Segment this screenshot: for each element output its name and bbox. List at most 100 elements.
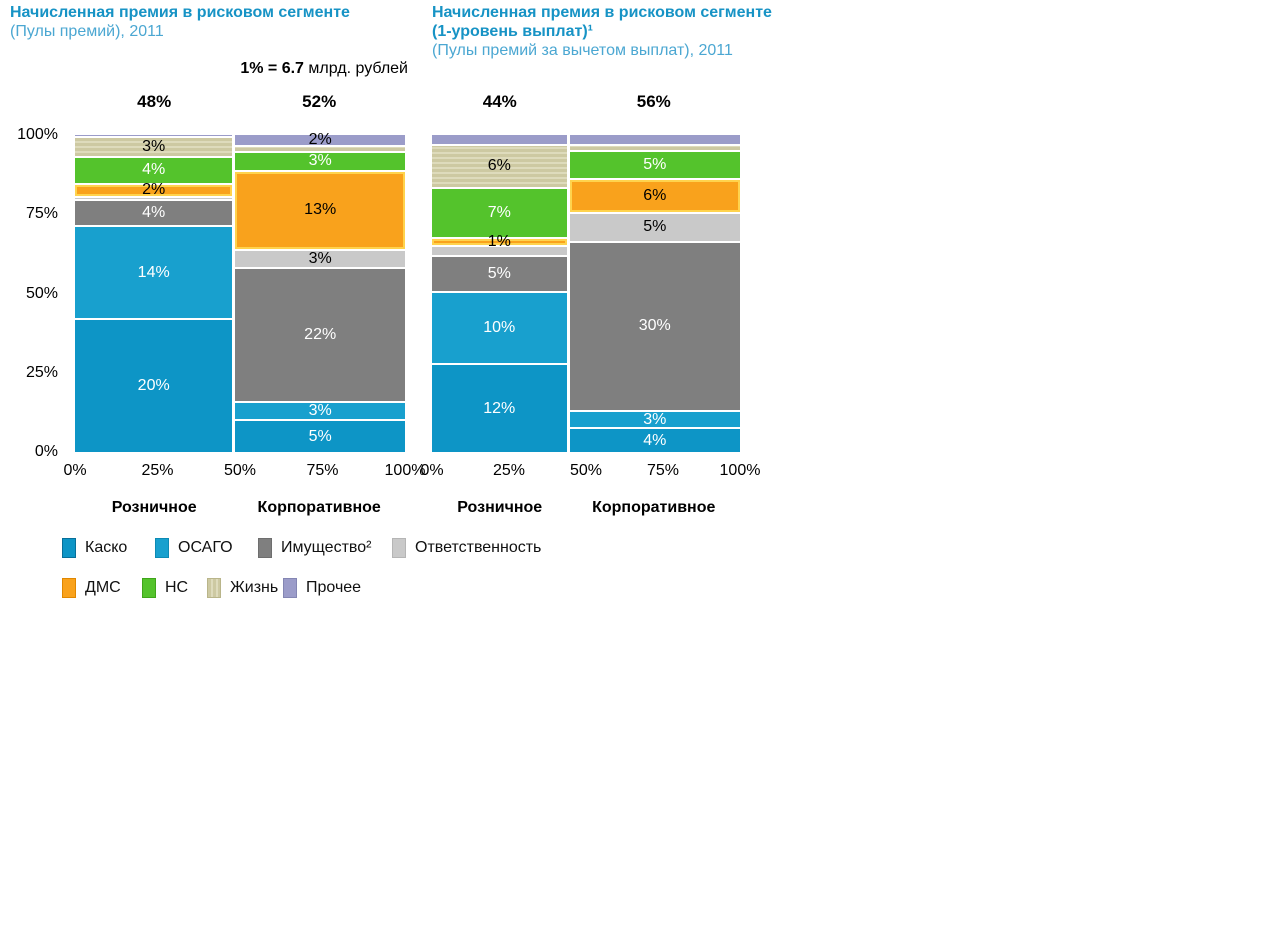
legend-swatch-Жизнь — [207, 578, 221, 598]
legend-swatch-ДМС — [62, 578, 76, 598]
segment-label: 10% — [483, 319, 516, 337]
chart-segment — [569, 146, 740, 152]
x-tick-label: 25% — [492, 462, 526, 479]
segment-label: 5% — [643, 156, 667, 174]
chart-column: 5% 6% 5% 30% 3% 4% — [569, 135, 740, 452]
chart-plot: 6% 7% 1% 5% 10% 12% 5% 6% 5% 30% 3% 4% — [432, 135, 740, 452]
column-label: Корпоративное — [257, 499, 381, 516]
segment-label: 7% — [487, 204, 511, 222]
segment-label: 13% — [304, 201, 337, 219]
segment-label: 14% — [137, 263, 170, 281]
legend-label: Каско — [85, 539, 128, 556]
y-tick-label: 25% — [25, 363, 58, 381]
chart-column: 2% 3% 13% 3% 22% 3% 5% — [235, 131, 405, 452]
chart-segment: 3% — [235, 250, 405, 270]
x-tick-label: 50% — [569, 462, 603, 479]
chart-segment: 22% — [235, 269, 405, 404]
chart2-subtitle: (Пулы премий за вычетом выплат), 2011 — [432, 42, 733, 59]
x-tick-label: 50% — [223, 462, 257, 479]
legend-label: НС — [165, 579, 189, 596]
legend-label: Жизнь — [230, 579, 279, 596]
segment-label: 20% — [137, 376, 170, 394]
chart1-subtitle: (Пулы премий), 2011 — [10, 23, 164, 40]
legend-item: Жизнь — [207, 577, 278, 599]
x-tick-label: 75% — [306, 462, 339, 479]
chart-segment — [432, 135, 567, 146]
column-label: Корпоративное — [592, 499, 716, 516]
legend-label: ДМС — [85, 579, 121, 596]
segment-label: 6% — [643, 187, 667, 205]
chart-segment: 2% — [235, 131, 405, 149]
scale-note-bold: 1% = 6.7 — [240, 60, 304, 77]
legend-swatch-Прочее — [283, 578, 297, 598]
segment-label: 2% — [142, 181, 166, 199]
segment-label: 30% — [638, 317, 671, 335]
column-header: 48% — [137, 92, 172, 111]
chart-segment — [75, 197, 233, 202]
y-tick-label: 100% — [17, 126, 58, 143]
segment-label: 3% — [643, 410, 667, 428]
segment-label: 5% — [308, 427, 332, 445]
chart-segment: 2% — [75, 181, 233, 199]
legend-swatch-Каско — [62, 538, 76, 558]
chart-segment: 1% — [432, 234, 567, 250]
x-tick-label: 25% — [141, 462, 174, 479]
y-tick-label: 75% — [25, 205, 58, 223]
chart-segment: 3% — [75, 138, 233, 159]
segment-label: 4% — [142, 161, 166, 179]
chart-segment — [235, 147, 405, 154]
chart-segment: 6% — [569, 180, 740, 215]
x-tick-label: 0% — [63, 462, 87, 479]
chart2-title: Начисленная премия в рисковом сегменте — [432, 4, 772, 21]
chart-column: 3% 4% 2% 4% 14% 20% — [75, 135, 233, 452]
legend-label: ОСАГО — [178, 539, 233, 556]
chart1-title: Начисленная премия в рисковом сегменте — [10, 4, 350, 21]
legend-label: Имущество² — [281, 539, 372, 556]
chart-segment: 5% — [432, 257, 567, 294]
chart-segment: 6% — [432, 145, 567, 190]
segment-label: 5% — [487, 265, 511, 283]
x-tick-label: 75% — [646, 462, 680, 479]
chart-segment — [569, 135, 740, 147]
column-header: 52% — [302, 92, 337, 111]
chart-segment: 10% — [432, 293, 567, 366]
legend-swatch-Ответственность — [392, 538, 406, 558]
column-label: Розничное — [111, 499, 197, 516]
column-label: Розничное — [457, 499, 543, 516]
legend-item: Имущество² — [258, 537, 371, 559]
chart-segment: 4% — [75, 201, 233, 228]
legend-item: Каско — [62, 537, 127, 559]
chart-plot: 3% 4% 2% 4% 14% 20% 2% 3% 13% 3% 22% 3% 5% — [75, 131, 405, 452]
chart-segment: 4% — [75, 158, 233, 185]
chart-segment: 5% — [569, 214, 740, 243]
legend-swatch-НС — [142, 578, 156, 598]
y-tick-label: 50% — [25, 284, 58, 302]
chart-segment: 5% — [235, 421, 405, 452]
column-header: 56% — [636, 92, 671, 111]
segment-label: 4% — [643, 431, 667, 449]
legend-item: НС — [142, 577, 188, 599]
legend-label: Ответственность — [415, 539, 542, 556]
chart2-title-line2: (1-уровень выплат)¹ — [432, 23, 593, 40]
legend-item: Ответственность — [392, 537, 541, 559]
legend-swatch-Имущество — [258, 538, 272, 558]
segment-label: 12% — [483, 399, 516, 417]
segment-label: 3% — [308, 152, 332, 170]
x-tick-label: 0% — [420, 462, 444, 479]
segment-label: 3% — [308, 402, 332, 420]
legend-swatch-ОСАГО — [155, 538, 169, 558]
chart-segment: 3% — [569, 410, 740, 430]
x-tick-label: 100% — [384, 462, 426, 479]
segment-label: 3% — [142, 138, 166, 156]
segment-label: 2% — [308, 131, 332, 149]
chart-segment: 14% — [75, 227, 233, 320]
segment-label: 4% — [142, 204, 166, 222]
legend-item: ДМС — [62, 577, 121, 599]
legend-item: ОСАГО — [155, 537, 233, 559]
chart-segment: 20% — [75, 319, 233, 452]
chart2-title-block: Начисленная премия в рисковом сегменте (… — [432, 3, 832, 60]
segment-label: 6% — [487, 157, 511, 175]
chart-segment — [432, 246, 567, 258]
chart-segment: 5% — [569, 151, 740, 181]
